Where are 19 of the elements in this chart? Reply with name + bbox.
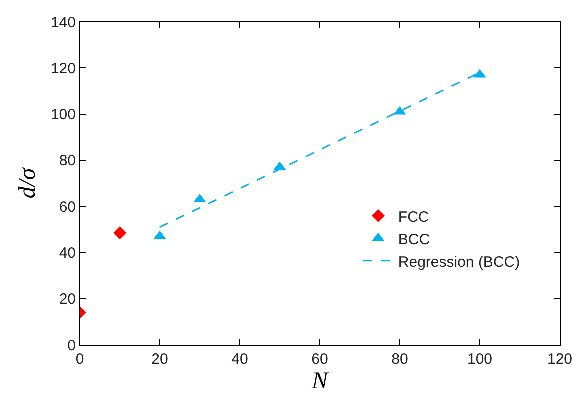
x-tick-label: 80 (392, 351, 408, 368)
legend-label: BCC (398, 231, 430, 248)
x-axis-title: N (310, 368, 330, 394)
y-tick-label: 40 (59, 244, 76, 262)
y-tick-label: 140 (50, 14, 76, 32)
y-tick-label: 100 (50, 106, 76, 124)
y-axis-title: d/σ (15, 167, 42, 199)
x-tick-label: 120 (547, 351, 573, 368)
y-tick-label: 0 (68, 337, 76, 354)
legend-label: Regression (BCC) (398, 254, 520, 271)
x-tick-label: 100 (467, 351, 493, 368)
y-tick-label: 80 (59, 152, 76, 170)
x-tick-label: 40 (232, 351, 248, 368)
x-tick-label: 60 (312, 351, 328, 368)
y-tick-label: 120 (50, 60, 76, 78)
y-tick-label: 60 (59, 198, 76, 216)
y-tick-label: 20 (59, 291, 76, 308)
x-tick-label: 20 (152, 351, 168, 368)
legend-label: FCC (398, 208, 430, 226)
